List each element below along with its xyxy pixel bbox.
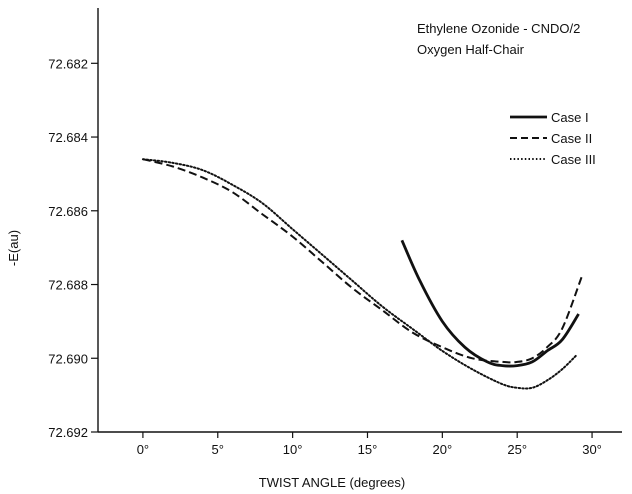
series-lines: [141, 158, 583, 390]
series-line-case-1: [400, 239, 580, 368]
y-tick-label: 72.690: [48, 351, 88, 366]
x-tick-label: 0°: [137, 442, 149, 457]
chart-subtitle: Oxygen Half-Chair: [417, 42, 525, 57]
y-ticks: 72.682 72.684 72.686 72.688 72.690 72.692: [48, 56, 98, 440]
x-tick-label: 5°: [212, 442, 224, 457]
x-tick-label: 30°: [582, 442, 602, 457]
legend: Case I Case II Case III: [510, 110, 596, 167]
x-axis-title: TWIST ANGLE (degrees): [259, 475, 405, 490]
x-tick-label: 20°: [433, 442, 453, 457]
legend-label-case-2: Case II: [551, 131, 592, 146]
legend-label-case-3: Case III: [551, 152, 596, 167]
y-tick-label: 72.692: [48, 425, 88, 440]
x-tick-label: 10°: [283, 442, 303, 457]
chart-title: Ethylene Ozonide - CNDO/2: [417, 21, 580, 36]
y-tick-label: 72.682: [48, 56, 88, 71]
x-tick-label: 25°: [507, 442, 527, 457]
x-tick-label: 15°: [358, 442, 378, 457]
y-axis-title: -E(au): [6, 230, 21, 266]
legend-label-case-1: Case I: [551, 110, 589, 125]
series-line-case-2: [142, 158, 583, 364]
y-tick-label: 72.686: [48, 204, 88, 219]
y-tick-label: 72.688: [48, 278, 88, 293]
x-ticks: 0° 5° 10° 15° 20° 25° 30°: [137, 432, 602, 457]
axes: [97, 8, 622, 433]
series-line-case-3: [141, 158, 579, 390]
y-tick-label: 72.684: [48, 130, 88, 145]
